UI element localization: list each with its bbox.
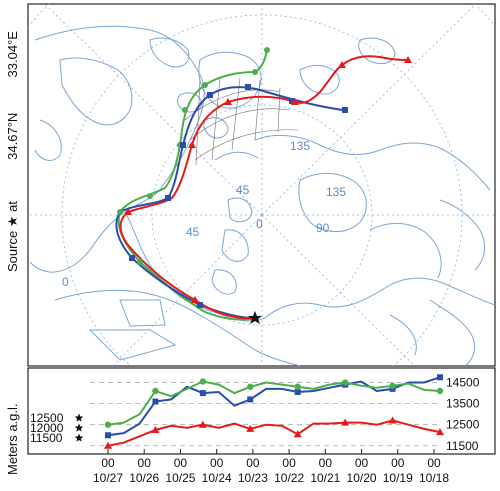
x-tick-date: 10/19 [383,471,413,485]
left-tick-label: 11500 [30,431,63,445]
series-point [151,425,160,433]
series-line [107,376,441,437]
graticule-label: 135 [326,185,346,199]
x-tick-hour: 00 [355,456,369,470]
series-point [341,418,350,426]
x-tick-date: 10/27 [93,471,123,485]
series-point [152,398,159,405]
graticule-label: 135 [290,139,310,153]
right-tick-label: 11500 [446,439,479,453]
x-tick-hour: 00 [319,456,333,470]
series-point [436,428,444,436]
series-line [107,419,441,447]
series-point [199,378,207,385]
series-point [105,432,111,439]
x-tick-hour: 00 [282,456,296,470]
series-point [247,396,254,403]
source-star-icon [248,311,262,324]
source-label: Source ★ at 34.67°N 33.04°E [5,31,21,272]
series-point [436,387,444,395]
right-tick-label: 12500 [446,418,480,432]
y-axis-label: Meters a.g.l. [5,403,20,475]
graticule-label: 0 [256,217,263,231]
x-tick-hour: 00 [391,456,405,470]
x-tick-hour: 00 [174,456,188,470]
height-series [104,374,444,449]
series-point [388,416,397,424]
series-point [104,441,112,449]
right-tick-labels: 14500 13500 12500 11500 [446,376,480,453]
series-point [247,383,254,390]
x-tick-date: 10/24 [202,471,232,485]
source-label-text: Source ★ at [5,201,20,272]
x-tick-hour: 00 [246,456,260,470]
left-tick-label: 12000 [30,421,64,435]
series-point [389,382,396,389]
trajectory-markers [117,47,412,308]
x-tick-date: 10/20 [347,471,377,485]
series-point [152,387,159,395]
x-tick-hour: 00 [427,456,441,470]
right-tick-label: 14500 [446,376,480,390]
x-tick-hour: 00 [101,456,115,470]
series-line [107,380,441,426]
series-point [199,390,206,397]
y-axis-label-text: Meters a.g.l. [5,403,20,475]
x-tick-date: 10/23 [238,471,268,485]
graticule-label: 45 [236,183,250,197]
series-point [198,420,207,428]
source-star-icon [74,433,84,442]
x-tick-hour: 00 [138,456,152,470]
series-point [104,421,112,428]
source-star-icon [74,423,84,432]
graticule-label: 0 [62,275,69,289]
series-point [437,374,443,381]
x-tick-date: 10/21 [310,471,340,485]
series-point [293,430,302,438]
source-latitude: 34.67°N [5,112,20,160]
graticule-labels: 135 135 45 90 0 45 0 [62,139,346,289]
series-point [246,424,255,432]
x-tick-date: 10/26 [129,471,159,485]
series-point [341,379,349,386]
x-axis: 0010/270010/260010/250010/240010/230010/… [93,449,449,485]
trajectory-green [117,49,268,321]
trajectory-blue [115,86,346,319]
x-tick-date: 10/25 [165,471,195,485]
x-tick-date: 10/22 [274,471,304,485]
series-point [294,383,301,390]
graticule-label: 90 [316,221,330,235]
source-longitude: 33.04°E [5,31,20,78]
x-tick-date: 10/18 [419,471,449,485]
right-tick-label: 13500 [446,397,480,411]
x-tick-hour: 00 [210,456,224,470]
source-star-icon [74,413,84,422]
left-tick-label: 12500 [30,411,64,425]
graticule-label: 45 [186,225,200,239]
series-point [294,389,301,396]
